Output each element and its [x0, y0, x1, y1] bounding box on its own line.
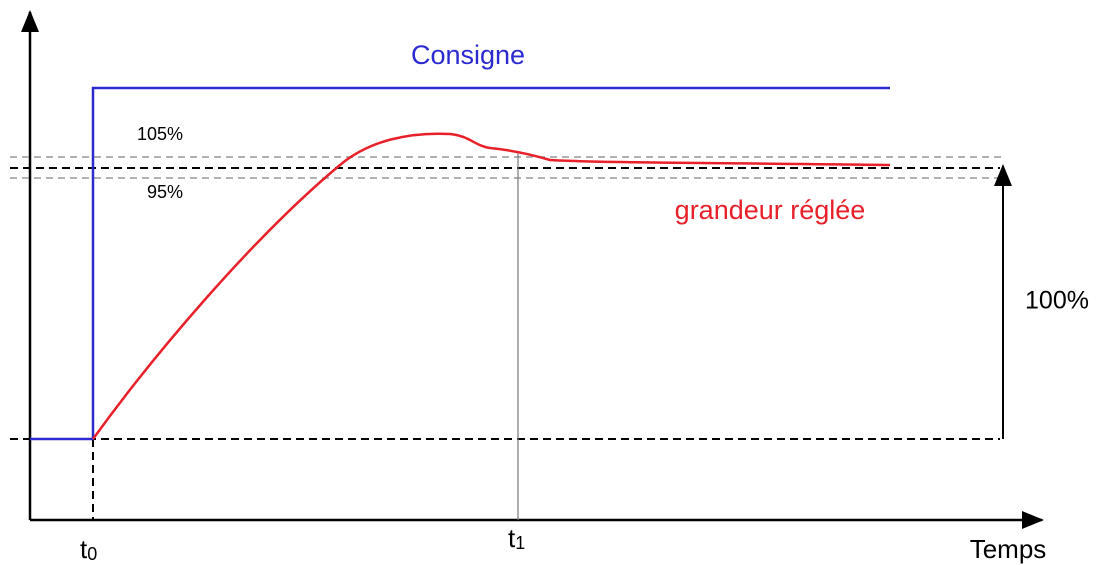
t1-sub: 1 — [515, 533, 525, 553]
setpoint-curve — [30, 86, 890, 441]
setpoint-label: Consigne — [411, 40, 525, 70]
x-axis-label: Temps — [970, 534, 1047, 564]
lower-band-label: 95% — [147, 182, 183, 202]
t1-label: t1 — [508, 523, 525, 553]
t1-base: t — [508, 523, 516, 553]
t0-sub: 0 — [87, 544, 97, 564]
upper-band-label: 105% — [137, 124, 183, 144]
response-curve — [91, 132, 891, 440]
t0-base: t — [80, 534, 88, 564]
full-scale-label: 100% — [1025, 287, 1089, 315]
controlled-variable-label: grandeur réglée — [675, 195, 866, 225]
t0-label: t0 — [80, 534, 97, 564]
